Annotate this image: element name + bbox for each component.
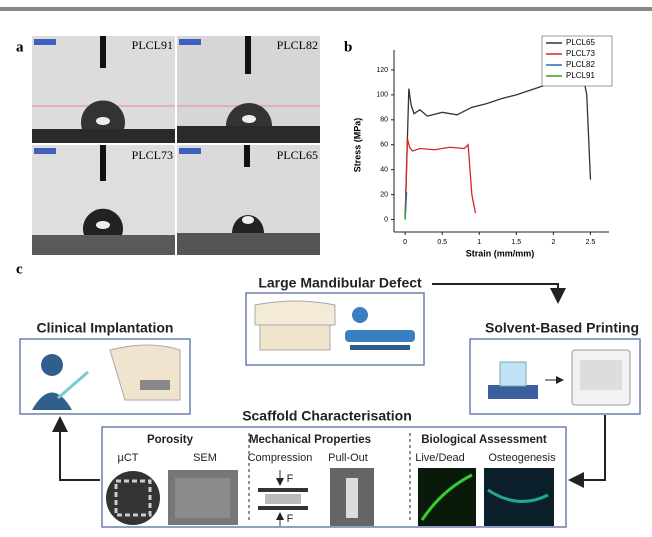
legend-label: PLCL82 [566, 60, 595, 69]
x-tick-label: 2.5 [586, 239, 596, 246]
y-tick-label: 120 [376, 67, 388, 74]
series-line [405, 76, 590, 219]
legend-label: PLCL65 [566, 38, 595, 47]
figure: a PLCL91 PLCL82 PLCL73 PLCL65 b 02040608… [0, 0, 652, 532]
contact-angle-images [32, 36, 320, 255]
printing-illustration [488, 350, 630, 405]
image-label: PLCL82 [277, 38, 318, 52]
series-line [405, 207, 406, 219]
arrow [432, 284, 558, 300]
section-title: Biological Assessment [421, 434, 547, 446]
top-rule [0, 7, 652, 11]
y-tick-label: 40 [380, 167, 388, 174]
y-tick-label: 0 [384, 216, 388, 223]
y-tick-label: 60 [380, 142, 388, 149]
node-title: Large Mandibular Defect [258, 275, 422, 291]
x-axis-label: Strain (mm/mm) [466, 248, 535, 258]
arrow [572, 415, 605, 480]
y-tick-label: 80 [380, 117, 388, 124]
stress-strain-chart: 0 20 40 60 80 100 120 0 0.5 1 1.5 2 2.5 PLCL65 PLCL73 P… [376, 36, 612, 246]
node-title: Solvent-Based Printing [485, 320, 639, 336]
section-item: Compression [248, 452, 313, 464]
defect-illustration [255, 301, 415, 350]
legend-label: PLCL73 [566, 49, 595, 58]
x-tick-label: 1.5 [511, 239, 521, 246]
force-label: F [287, 473, 294, 485]
section-item: Pull-Out [328, 452, 368, 464]
panel-label: b [344, 39, 352, 55]
node-title: Clinical Implantation [37, 320, 174, 336]
y-axis-label: Stress (MPa) [352, 118, 362, 173]
section-item: SEM [193, 452, 217, 464]
x-tick-label: 2 [551, 239, 555, 246]
section-item: Osteogenesis [488, 452, 556, 464]
series-line [405, 139, 475, 220]
image-label: PLCL91 [132, 38, 173, 52]
arrow [60, 420, 100, 480]
x-tick-label: 1 [477, 239, 481, 246]
characterisation-images [106, 468, 554, 526]
image-label: PLCL73 [132, 148, 173, 162]
x-tick-label: 0 [403, 239, 407, 246]
section-item: µCT [117, 452, 138, 464]
panel-label: a [16, 39, 24, 55]
image-label: PLCL65 [277, 148, 318, 162]
legend-label: PLCL91 [566, 71, 595, 80]
node-title: Scaffold Characterisation [242, 408, 412, 424]
x-tick-label: 0.5 [437, 239, 447, 246]
y-tick-label: 100 [376, 92, 388, 99]
y-tick-label: 20 [380, 191, 388, 198]
panel-label: c [16, 261, 23, 277]
section-title: Mechanical Properties [249, 434, 371, 446]
force-label: F [287, 513, 294, 525]
section-item: Live/Dead [415, 452, 465, 464]
implantation-illustration [32, 345, 180, 410]
section-title: Porosity [147, 434, 194, 446]
